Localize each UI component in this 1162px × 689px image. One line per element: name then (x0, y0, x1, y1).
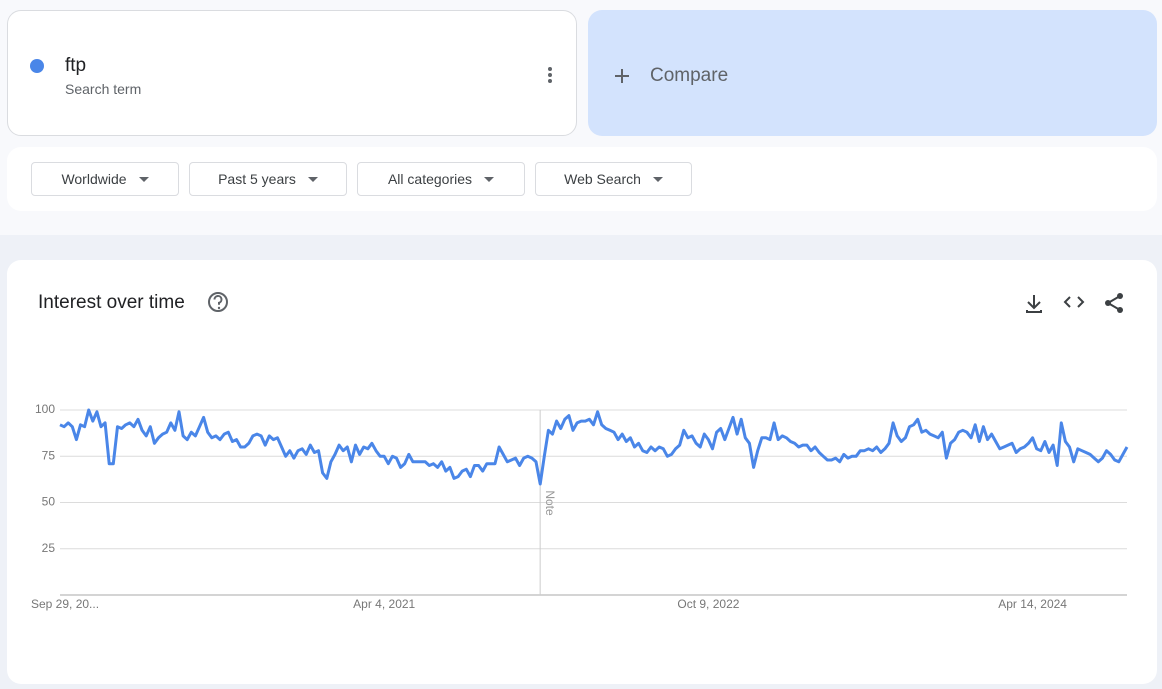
embed-icon[interactable] (1063, 296, 1085, 308)
dropdown-caret (138, 176, 149, 182)
note-label: Note (543, 490, 557, 516)
chart: Interest over time 25 50 75 100 Sep 29, 20..… (31, 292, 1129, 611)
filter-label: Worldwide (61, 171, 127, 187)
compare-label: Compare (650, 65, 729, 86)
filter-button[interactable]: All categories (357, 162, 525, 196)
y-tick-label: 100 (35, 402, 55, 416)
term-card[interactable]: ftp Search term (7, 10, 577, 136)
share-icon[interactable] (1105, 293, 1123, 313)
dropdown-caret (307, 176, 318, 182)
more-menu[interactable] (544, 65, 556, 85)
chart-card: Interest over time 25 50 75 100 Sep 29, 20..… (7, 260, 1157, 684)
plus-icon (615, 69, 629, 83)
term: ftp (65, 55, 87, 76)
filter-label: Web Search (564, 171, 641, 187)
download-icon[interactable] (1026, 295, 1042, 313)
trend-line (59, 408, 1129, 486)
filter-button[interactable]: Worldwide (31, 162, 179, 196)
term-subtitle: Search term (65, 81, 142, 97)
x-tick-label: Oct 9, 2022 (677, 597, 739, 611)
compare-card[interactable]: Compare (588, 10, 1157, 136)
filter-button[interactable]: Past 5 years (189, 162, 347, 196)
filter-label: Past 5 years (218, 171, 296, 187)
chart-title: Interest over time (38, 292, 185, 313)
dropdown-caret (484, 176, 495, 182)
y-tick-label: 25 (42, 541, 56, 555)
dropdown-caret (652, 176, 663, 182)
term-dot (30, 59, 44, 73)
filter-label: All categories (387, 171, 473, 187)
y-tick-label: 50 (42, 495, 56, 509)
y-tick-label: 75 (42, 448, 56, 462)
filter-bar: Worldwide Past 5 years All categories Web S… (7, 147, 1157, 211)
x-tick-label: Sep 29, 20... (31, 597, 99, 611)
x-tick-label: Apr 14, 2024 (998, 597, 1067, 611)
filter-button[interactable]: Web Search (535, 162, 692, 196)
help-icon[interactable] (208, 292, 228, 312)
x-tick-label: Apr 4, 2021 (353, 597, 415, 611)
